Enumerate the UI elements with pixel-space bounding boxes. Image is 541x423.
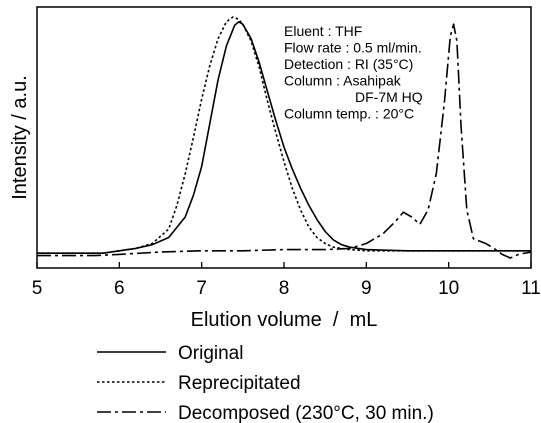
- x-tick-label: 6: [114, 278, 125, 299]
- annotation-line: DF-7M HQ: [355, 89, 423, 105]
- x-tick-label: 9: [361, 278, 372, 299]
- annotation-line: Eluent : THF: [284, 23, 362, 39]
- x-tick-label: 8: [279, 278, 290, 299]
- annotation-line: Flow rate : 0.5 ml/min.: [284, 40, 422, 56]
- annotation-line: Column temp. : 20°C: [284, 106, 414, 122]
- series-line-1: [37, 21, 531, 254]
- series-line-3: [37, 23, 531, 259]
- legend: Original Reprecipitated Decomposed (230°C,…: [97, 343, 434, 423]
- y-axis-title: Intensity / a.u.: [9, 75, 31, 200]
- annotation-line: Column : Asahipak: [284, 73, 402, 89]
- x-tick-label: 11: [521, 278, 541, 299]
- x-tick-label: 5: [32, 278, 43, 299]
- annotation-line: Detection : RI (35°C): [284, 56, 413, 72]
- legend-label: Decomposed (230°C, 30 min.): [178, 403, 434, 423]
- x-tick-label: 7: [196, 278, 207, 299]
- x-axis-title: Elution volume / mL: [191, 309, 378, 331]
- curves-layer: [37, 16, 531, 259]
- x-ticks: 5 6 7 8 9 10 11: [32, 262, 541, 299]
- x-tick-label: 10: [438, 278, 459, 299]
- series-line-2: [37, 16, 531, 254]
- legend-label: Reprecipitated: [178, 373, 301, 394]
- legend-label: Original: [178, 343, 243, 364]
